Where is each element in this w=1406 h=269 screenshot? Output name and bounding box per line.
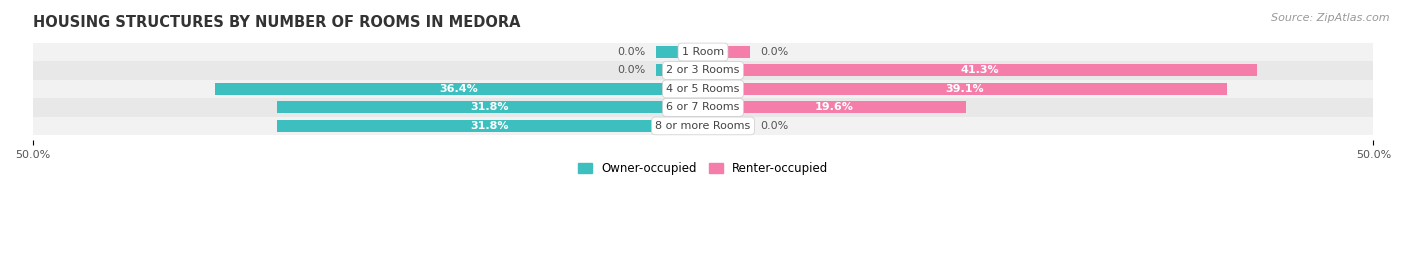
Bar (32, 117, 1374, 135)
Bar (32, 80, 1374, 98)
Text: 0.0%: 0.0% (617, 47, 645, 57)
Text: 0.0%: 0.0% (617, 65, 645, 76)
Text: 0.0%: 0.0% (761, 121, 789, 131)
Text: 36.4%: 36.4% (440, 84, 478, 94)
Text: 19.6%: 19.6% (815, 102, 853, 112)
Bar (32, 43, 1374, 61)
Bar (32, 61, 1374, 80)
Bar (703, 83, 1227, 95)
Bar (32, 98, 1374, 117)
Bar (703, 120, 749, 132)
Text: 1 Room: 1 Room (682, 47, 724, 57)
Text: 31.8%: 31.8% (471, 102, 509, 112)
Bar (703, 65, 1257, 76)
Bar (703, 101, 966, 114)
Text: 41.3%: 41.3% (960, 65, 1000, 76)
Text: 6 or 7 Rooms: 6 or 7 Rooms (666, 102, 740, 112)
Text: 0.0%: 0.0% (761, 47, 789, 57)
Bar (277, 101, 703, 114)
Text: 2 or 3 Rooms: 2 or 3 Rooms (666, 65, 740, 76)
Legend: Owner-occupied, Renter-occupied: Owner-occupied, Renter-occupied (572, 157, 834, 180)
Bar (277, 120, 703, 132)
Text: 4 or 5 Rooms: 4 or 5 Rooms (666, 84, 740, 94)
Text: 31.8%: 31.8% (471, 121, 509, 131)
Bar (215, 83, 703, 95)
Text: HOUSING STRUCTURES BY NUMBER OF ROOMS IN MEDORA: HOUSING STRUCTURES BY NUMBER OF ROOMS IN… (32, 15, 520, 30)
Bar (657, 46, 703, 58)
Text: 8 or more Rooms: 8 or more Rooms (655, 121, 751, 131)
Text: 39.1%: 39.1% (946, 84, 984, 94)
Bar (657, 65, 703, 76)
Text: Source: ZipAtlas.com: Source: ZipAtlas.com (1271, 13, 1389, 23)
Bar (703, 46, 749, 58)
